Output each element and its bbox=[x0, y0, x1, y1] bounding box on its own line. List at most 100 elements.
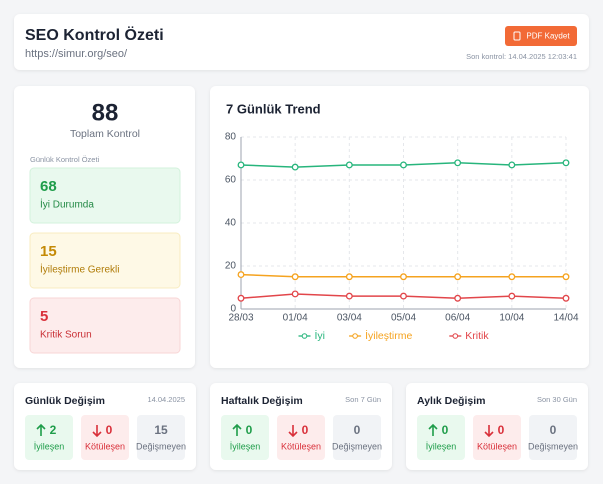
arrow-up bbox=[232, 423, 242, 436]
status-box bbox=[29, 167, 181, 224]
chart-card bbox=[210, 86, 589, 368]
change-box bbox=[473, 415, 521, 460]
change-box bbox=[417, 415, 465, 460]
point bbox=[237, 161, 245, 169]
status-label: Kritik Sorun bbox=[40, 330, 92, 341]
total: 88 bbox=[92, 99, 119, 126]
y-tick-label: 60 bbox=[225, 175, 237, 186]
change-value: 0 bbox=[106, 423, 113, 437]
x-tick-label: 05/04 bbox=[391, 313, 416, 324]
change-box bbox=[529, 415, 577, 460]
point bbox=[508, 161, 516, 169]
point bbox=[291, 163, 299, 171]
point bbox=[237, 271, 245, 279]
pdf-icon bbox=[513, 31, 521, 41]
status-label: İyileştirme Gerekli bbox=[40, 263, 119, 276]
change-period: Son 30 Gün bbox=[537, 395, 577, 404]
button-bg[interactable] bbox=[505, 26, 577, 46]
legend-label: Kritik bbox=[465, 330, 489, 342]
point bbox=[562, 273, 570, 281]
change-value: 2 bbox=[50, 423, 57, 437]
change-box bbox=[333, 415, 381, 460]
change-value: 0 bbox=[550, 423, 557, 437]
status-label: İyi Durumda bbox=[40, 198, 94, 211]
change-value: 15 bbox=[154, 423, 168, 437]
x-tick-label: 03/04 bbox=[337, 313, 362, 324]
status-box bbox=[29, 232, 181, 289]
legend-marker bbox=[301, 333, 308, 339]
status-value: 5 bbox=[40, 308, 48, 325]
section-label: Günlük Kontrol Özeti bbox=[30, 155, 100, 164]
status-value: 68 bbox=[40, 178, 57, 195]
change-value: 0 bbox=[442, 423, 449, 437]
change-label: İyileşen bbox=[230, 441, 261, 451]
change-label: Değişmeyen bbox=[332, 441, 382, 451]
legend-marker bbox=[452, 333, 459, 339]
change-period: 14.04.2025 bbox=[147, 395, 185, 404]
y-tick-label: 80 bbox=[225, 132, 237, 143]
x-tick-label: 10/04 bbox=[499, 313, 524, 324]
change-box bbox=[221, 415, 269, 460]
change-box bbox=[277, 415, 325, 460]
arrow-down bbox=[484, 425, 494, 438]
x-tick-label: 14/04 bbox=[553, 313, 578, 324]
point bbox=[400, 273, 407, 281]
point bbox=[345, 292, 353, 300]
point bbox=[345, 161, 353, 169]
pdf-button[interactable]: PDF Kaydet bbox=[505, 26, 577, 46]
legend-item: İyileştirme bbox=[349, 329, 413, 342]
change-value: 0 bbox=[302, 423, 309, 437]
point bbox=[562, 294, 570, 302]
point bbox=[400, 161, 407, 169]
point bbox=[345, 273, 353, 281]
change-value: 0 bbox=[246, 423, 253, 437]
last-check: Son kontrol: 14.04.2025 12:03:41 bbox=[466, 52, 577, 61]
x-tick-label: 01/04 bbox=[283, 313, 308, 324]
change-label: Kötüleşen bbox=[281, 441, 321, 451]
change-value: 0 bbox=[498, 423, 505, 437]
chart-title: 7 Günlük Trend bbox=[226, 101, 321, 116]
legend-marker bbox=[352, 333, 358, 339]
status-box bbox=[29, 297, 181, 354]
arrow-up bbox=[428, 423, 438, 436]
total-label: Toplam Kontrol bbox=[70, 128, 140, 140]
change-title: Aylık Değişim bbox=[417, 395, 485, 407]
point bbox=[237, 294, 245, 302]
change-box bbox=[81, 415, 129, 460]
button-label[interactable]: PDF Kaydet bbox=[526, 32, 570, 41]
arrow-up bbox=[36, 423, 46, 436]
point bbox=[454, 273, 462, 281]
point bbox=[454, 159, 462, 167]
legend-label: İyi bbox=[315, 329, 326, 342]
point bbox=[508, 273, 516, 281]
y-tick-label: 20 bbox=[225, 261, 237, 272]
change-title: Haftalık Değişim bbox=[221, 395, 303, 407]
change-period: Son 7 Gün bbox=[345, 395, 381, 404]
change-box bbox=[137, 415, 185, 460]
point bbox=[562, 159, 570, 167]
change-value: 0 bbox=[354, 423, 361, 437]
arrow-down bbox=[288, 425, 298, 438]
legend-label: İyileştirme bbox=[365, 329, 412, 342]
legend-item: İyi bbox=[298, 329, 326, 342]
change-label: İyileşen bbox=[34, 441, 65, 451]
point bbox=[400, 292, 407, 300]
url: https://simur.org/seo/ bbox=[25, 48, 128, 60]
legend-item: Kritik bbox=[449, 330, 489, 342]
change-box bbox=[25, 415, 73, 460]
arrow-down bbox=[92, 425, 102, 438]
change-title: Günlük Değişim bbox=[25, 395, 105, 407]
change-label: Değişmeyen bbox=[528, 441, 578, 451]
page-title: SEO Kontrol Özeti bbox=[25, 25, 164, 44]
x-tick-label: 06/04 bbox=[445, 313, 470, 324]
point bbox=[291, 290, 299, 298]
status-value: 15 bbox=[40, 243, 57, 260]
y-tick-label: 0 bbox=[230, 304, 236, 315]
point bbox=[291, 273, 299, 281]
y-tick-label: 40 bbox=[225, 218, 237, 229]
change-label: Kötüleşen bbox=[85, 441, 125, 451]
point bbox=[508, 292, 516, 300]
change-label: Değişmeyen bbox=[136, 441, 186, 451]
